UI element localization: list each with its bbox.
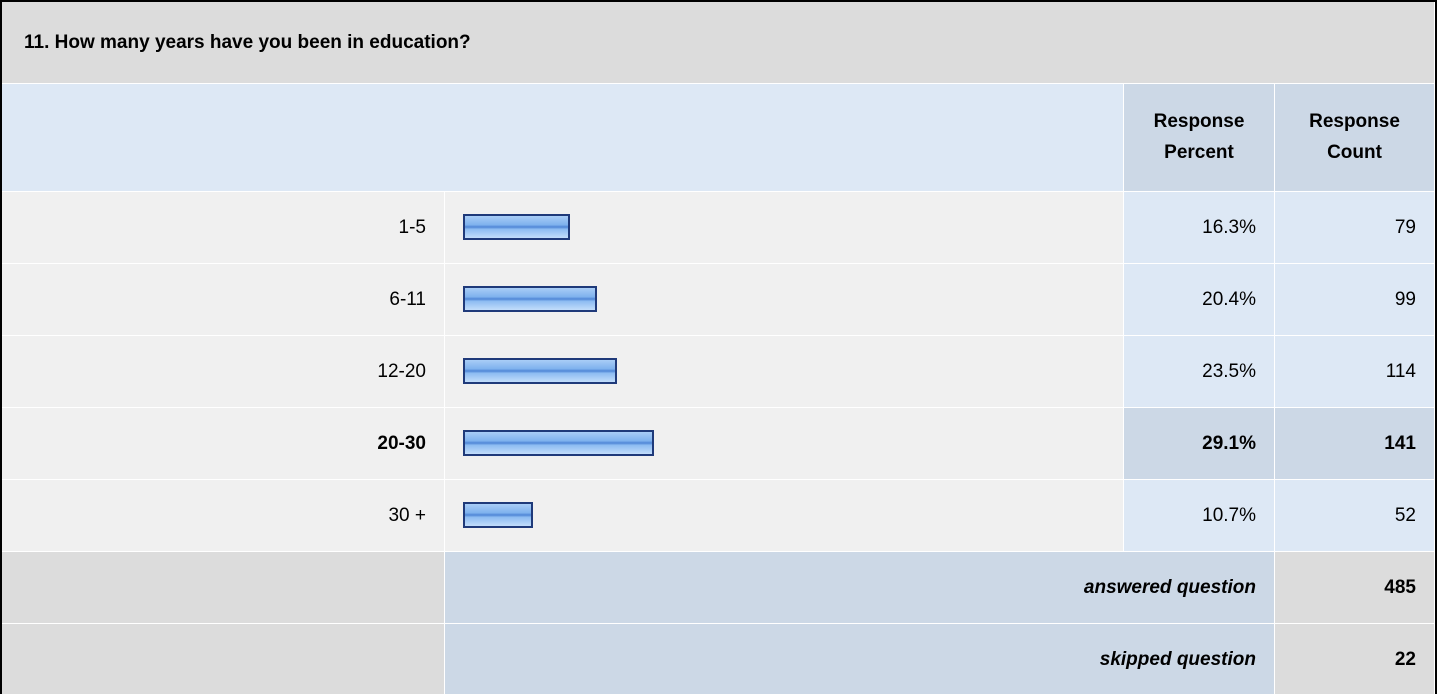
answered-count: 485	[1275, 552, 1435, 624]
row-percent: 16.3%	[1124, 192, 1275, 264]
row-label: 30 +	[2, 480, 445, 552]
row-count: 99	[1275, 264, 1435, 336]
bar	[463, 430, 654, 456]
row-percent: 23.5%	[1124, 336, 1275, 408]
header-percent: Response Percent	[1124, 84, 1275, 192]
bar	[463, 502, 534, 528]
row-label: 20-30	[2, 408, 445, 480]
answered-blank	[2, 552, 445, 624]
row-label: 12-20	[2, 336, 445, 408]
row-percent: 10.7%	[1124, 480, 1275, 552]
header-blank	[2, 84, 1124, 192]
row-percent: 20.4%	[1124, 264, 1275, 336]
row-count: 52	[1275, 480, 1435, 552]
question-title: 11. How many years have you been in educ…	[2, 2, 1435, 84]
row-count: 141	[1275, 408, 1435, 480]
skipped-blank	[2, 624, 445, 694]
bar-cell	[445, 480, 1124, 552]
row-percent: 29.1%	[1124, 408, 1275, 480]
answered-label: answered question	[445, 552, 1275, 624]
bar	[463, 286, 597, 312]
row-label: 6-11	[2, 264, 445, 336]
bar	[463, 214, 570, 240]
skipped-label: skipped question	[445, 624, 1275, 694]
row-count: 114	[1275, 336, 1435, 408]
row-count: 79	[1275, 192, 1435, 264]
skipped-count: 22	[1275, 624, 1435, 694]
row-label: 1-5	[2, 192, 445, 264]
bar	[463, 358, 618, 384]
header-count: Response Count	[1275, 84, 1435, 192]
